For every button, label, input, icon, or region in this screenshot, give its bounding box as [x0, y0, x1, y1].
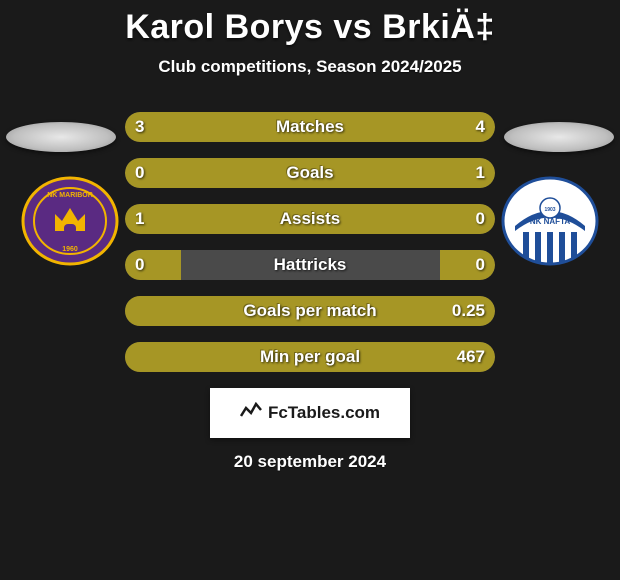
stat-row: 01Goals	[125, 158, 495, 188]
stat-row: 00Hattricks	[125, 250, 495, 280]
club-badge-right: 1903 NK NAFTA	[500, 176, 600, 266]
brand-text: FcTables.com	[268, 403, 380, 423]
brand-pill: FcTables.com	[210, 388, 410, 438]
stat-row: 34Matches	[125, 112, 495, 142]
date-text: 20 september 2024	[0, 452, 620, 472]
halo-right	[504, 122, 614, 152]
svg-text:1960: 1960	[62, 246, 78, 253]
stat-row: 10Assists	[125, 204, 495, 234]
comparison-chart: NK MARIBOR 1960 1903 NK NAFTA 34Matches 0…	[0, 112, 620, 472]
stat-label: Goals per match	[125, 301, 495, 321]
stat-row: 467Min per goal	[125, 342, 495, 372]
stat-row: 0.25Goals per match	[125, 296, 495, 326]
stat-label: Goals	[125, 163, 495, 183]
maribor-badge-icon: NK MARIBOR 1960	[20, 176, 120, 266]
page-subtitle: Club competitions, Season 2024/2025	[0, 57, 620, 77]
club-badge-left: NK MARIBOR 1960	[20, 176, 120, 266]
stat-label: Min per goal	[125, 347, 495, 367]
stat-label: Matches	[125, 117, 495, 137]
stat-label: Hattricks	[125, 255, 495, 275]
svg-text:NK MARIBOR: NK MARIBOR	[47, 192, 93, 199]
svg-text:1903: 1903	[544, 207, 555, 213]
halo-left	[6, 122, 116, 152]
stat-label: Assists	[125, 209, 495, 229]
page-title: Karol Borys vs BrkiÄ‡	[0, 0, 620, 47]
nafta-badge-icon: 1903 NK NAFTA	[500, 176, 600, 266]
svg-text:NK NAFTA: NK NAFTA	[530, 217, 571, 226]
chart-icon	[240, 402, 262, 425]
